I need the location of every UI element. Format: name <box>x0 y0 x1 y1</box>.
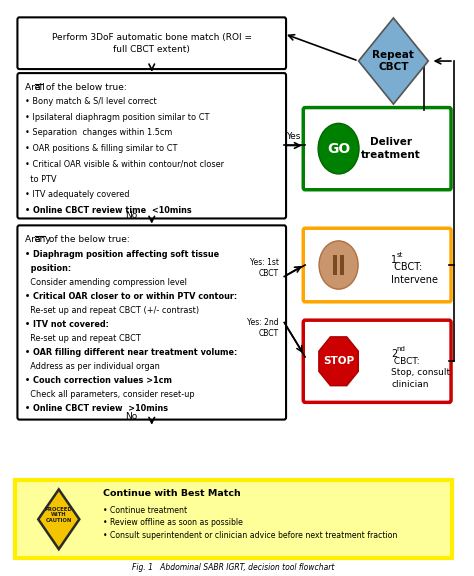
Text: Yes: 2nd
CBCT: Yes: 2nd CBCT <box>247 318 279 338</box>
Text: Yes: Yes <box>286 132 301 142</box>
Text: • Diaphragm position affecting soft tissue: • Diaphragm position affecting soft tiss… <box>25 249 219 259</box>
FancyBboxPatch shape <box>303 320 451 403</box>
Circle shape <box>318 123 359 174</box>
Text: • Critical OAR visible & within contour/not closer: • Critical OAR visible & within contour/… <box>25 160 224 168</box>
Text: No: No <box>125 211 137 220</box>
Text: • Continue treatment: • Continue treatment <box>103 506 187 515</box>
Text: • ITV adequately covered: • ITV adequately covered <box>25 190 129 199</box>
Text: all: all <box>35 83 46 92</box>
Text: 1: 1 <box>391 255 397 266</box>
Polygon shape <box>319 337 358 386</box>
Text: CBCT:
Stop, consult
clinician: CBCT: Stop, consult clinician <box>391 357 450 389</box>
Text: • Ipsilateral diaphragm position similar to CT: • Ipsilateral diaphragm position similar… <box>25 113 210 122</box>
Text: Address as per individual organ: Address as per individual organ <box>25 362 160 371</box>
Text: • OAR positions & filling similar to CT: • OAR positions & filling similar to CT <box>25 144 177 153</box>
Text: Perform 3DoF automatic bone match (ROI =
full CBCT extent): Perform 3DoF automatic bone match (ROI =… <box>52 33 252 54</box>
Text: st: st <box>397 252 403 257</box>
Text: • Critical OAR closer to or within PTV contour:: • Critical OAR closer to or within PTV c… <box>25 291 237 301</box>
Text: position:: position: <box>25 264 71 272</box>
Text: Repeat
CBCT: Repeat CBCT <box>373 50 414 72</box>
Polygon shape <box>38 490 79 549</box>
Text: No: No <box>125 412 137 421</box>
Text: CBCT:
Intervene: CBCT: Intervene <box>391 262 438 285</box>
Text: • Couch correction values >1cm: • Couch correction values >1cm <box>25 376 172 385</box>
Text: • ITV not covered:: • ITV not covered: <box>25 320 109 329</box>
Text: 2: 2 <box>391 350 397 359</box>
Text: nd: nd <box>397 346 406 351</box>
Text: any: any <box>35 235 51 244</box>
Text: GO: GO <box>327 142 350 156</box>
Text: • Online CBCT review  >10mins: • Online CBCT review >10mins <box>25 404 168 414</box>
Text: Re-set up and repeat CBCT: Re-set up and repeat CBCT <box>25 334 141 343</box>
Text: Are: Are <box>25 83 43 92</box>
Text: Re-set up and repeat CBCT (+/- contrast): Re-set up and repeat CBCT (+/- contrast) <box>25 306 199 315</box>
Text: Fig. 1   Abdominal SABR IGRT, decision tool flowchart: Fig. 1 Abdominal SABR IGRT, decision too… <box>132 563 334 573</box>
Text: • Review offline as soon as possible: • Review offline as soon as possible <box>103 518 243 528</box>
FancyBboxPatch shape <box>18 73 286 218</box>
FancyBboxPatch shape <box>18 17 286 69</box>
Text: of the below true:: of the below true: <box>43 83 126 92</box>
Text: • Bony match & S/I level correct: • Bony match & S/I level correct <box>25 97 156 106</box>
FancyBboxPatch shape <box>18 225 286 419</box>
Text: Continue with Best Match: Continue with Best Match <box>103 488 241 498</box>
Text: • Online CBCT review time  <10mins: • Online CBCT review time <10mins <box>25 206 191 215</box>
Text: • OAR filling different near treatment volume:: • OAR filling different near treatment v… <box>25 348 237 357</box>
Text: Check all parameters, consider reset-up: Check all parameters, consider reset-up <box>25 391 194 399</box>
Polygon shape <box>358 18 428 104</box>
Bar <box>333 255 337 275</box>
Text: Deliver
treatment: Deliver treatment <box>361 137 421 160</box>
Bar <box>340 255 345 275</box>
Text: Are: Are <box>25 235 43 244</box>
FancyBboxPatch shape <box>303 108 451 190</box>
Text: PROCEED
WITH
CAUTION: PROCEED WITH CAUTION <box>45 506 73 523</box>
Text: to PTV: to PTV <box>25 175 56 184</box>
Circle shape <box>319 241 358 289</box>
FancyBboxPatch shape <box>303 228 451 302</box>
Text: Consider amending compression level: Consider amending compression level <box>25 278 187 287</box>
Bar <box>15 480 452 558</box>
Text: • Consult superintendent or clinician advice before next treatment fraction: • Consult superintendent or clinician ad… <box>103 531 397 540</box>
Text: Yes: 1st
CBCT: Yes: 1st CBCT <box>250 258 279 278</box>
Text: STOP: STOP <box>323 357 354 366</box>
Text: of the below true:: of the below true: <box>46 235 129 244</box>
Text: • Separation  changes within 1.5cm: • Separation changes within 1.5cm <box>25 128 172 137</box>
